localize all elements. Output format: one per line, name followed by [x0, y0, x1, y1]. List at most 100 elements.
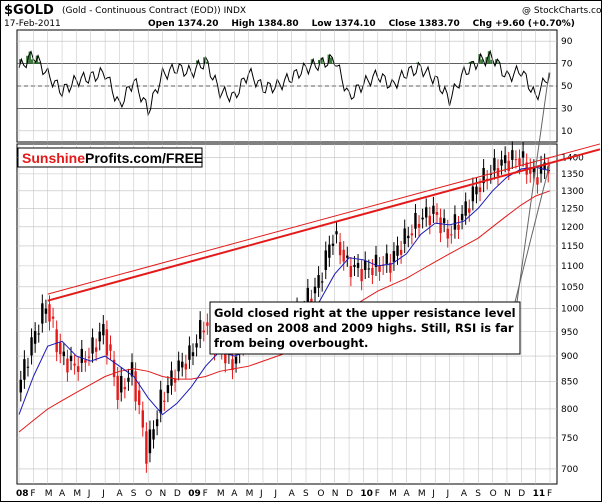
candle-body — [331, 243, 335, 246]
x-tick-label: 10 — [360, 489, 373, 499]
candle-body — [478, 187, 482, 193]
candle-body — [62, 351, 66, 357]
candle-body — [511, 150, 514, 160]
rsi-line — [18, 49, 551, 117]
candle-body — [539, 164, 543, 174]
candle-body — [41, 303, 44, 324]
candle-body — [306, 287, 310, 305]
candle-body — [371, 267, 374, 275]
candle-body — [184, 363, 188, 370]
candle-body — [148, 429, 152, 454]
candle-body — [446, 228, 449, 239]
candle-body — [76, 366, 80, 372]
candle-body — [137, 390, 141, 406]
candle-body — [141, 410, 144, 428]
x-tick-label: J — [273, 489, 277, 499]
candle-body — [342, 249, 345, 262]
price-tick-label: 850 — [561, 378, 578, 388]
candle-body — [152, 429, 155, 440]
candle-body — [112, 359, 116, 378]
candle-body — [403, 228, 406, 244]
candle-body — [457, 224, 460, 230]
candle-body — [324, 250, 327, 270]
rsi-overbought-fill — [33, 62, 36, 64]
candle-body — [489, 173, 493, 175]
candle-body — [414, 212, 417, 229]
price-tick-label: 1150 — [561, 242, 584, 252]
rsi-tick-label: 90 — [561, 37, 573, 47]
rsi-tick-label: 50 — [561, 82, 573, 92]
rsi-overbought-fill — [497, 62, 500, 64]
rsi-overbought-fill — [19, 59, 22, 64]
candle-body — [44, 308, 48, 314]
candle-body — [48, 304, 51, 322]
candle-body — [91, 337, 94, 354]
date-label: 17-Feb-2011 — [4, 19, 61, 29]
candle-body — [84, 359, 87, 363]
candle-body — [181, 361, 184, 368]
price-tick-label: 1350 — [561, 170, 584, 180]
candle-body — [353, 264, 356, 267]
resistance-line — [47, 148, 601, 302]
candle-body — [346, 255, 349, 258]
x-tick-label: F — [203, 489, 208, 499]
candle-body — [26, 366, 30, 368]
price-tick-label: 1000 — [561, 305, 584, 315]
x-tick-label: J — [259, 489, 263, 499]
candle-body — [231, 359, 234, 371]
x-tick-label: F — [30, 489, 35, 499]
candle-body — [367, 268, 371, 270]
x-tick-label: O — [145, 489, 152, 499]
candle-body — [195, 343, 198, 348]
symbol-label: $GOLD — [4, 3, 54, 18]
x-tick-label: M — [418, 489, 426, 499]
candle-body — [173, 378, 177, 383]
candle-body — [514, 159, 518, 161]
candle-body — [421, 217, 424, 220]
candle-body — [464, 201, 467, 216]
rsi-overbought-fill — [468, 61, 472, 64]
candle-body — [33, 331, 37, 344]
x-tick-label: N — [160, 489, 167, 499]
x-tick-label: N — [332, 489, 339, 499]
instrument-name: (Gold - Continuous Contract (EOD)) INDX — [62, 6, 246, 16]
candle-body — [23, 359, 26, 380]
candle-body — [450, 234, 453, 236]
price-tick-label: 1300 — [561, 187, 584, 197]
x-tick-label: M — [73, 489, 81, 499]
candle-body — [493, 158, 496, 171]
x-tick-label: A — [116, 489, 123, 499]
candle-body — [19, 379, 22, 393]
rsi-overbought-fill — [471, 61, 474, 64]
price-tick-label: 900 — [561, 352, 578, 362]
price-tick-label: 1250 — [561, 204, 584, 214]
x-tick-label: M — [45, 489, 53, 499]
price-tick-label: 1200 — [561, 223, 584, 233]
price-tick-label: 800 — [561, 405, 578, 415]
candle-body — [432, 205, 435, 214]
candle-body — [392, 251, 396, 262]
candle-body — [30, 337, 33, 356]
rsi-overbought-fill — [317, 59, 321, 64]
x-tick-label: 08 — [16, 489, 29, 499]
candle-body — [198, 320, 202, 339]
x-tick-label: 11 — [533, 489, 546, 499]
candle-body — [320, 281, 324, 283]
candle-body — [356, 262, 360, 268]
candle-body — [234, 356, 238, 364]
price-tick-label: 1100 — [561, 262, 584, 272]
x-tick-label: F — [547, 489, 552, 499]
x-tick-label: F — [375, 489, 380, 499]
candle-body — [521, 151, 525, 158]
candle-body — [442, 218, 446, 224]
candle-body — [503, 155, 507, 164]
rsi-overbought-fill — [196, 60, 199, 64]
rsi-overbought-fill — [487, 51, 491, 64]
x-tick-labels: 08 F M A M J J A S O N D 09 F M A M J J A S O N D 10 F M A M J J A S O N D 1… — [16, 489, 552, 499]
rsi-overbought-fill — [490, 59, 493, 64]
candle-body — [224, 350, 227, 364]
rsi-tick-label: 30 — [561, 104, 573, 114]
candle-body — [127, 377, 130, 382]
x-tick-label: M — [217, 489, 225, 499]
candle-body — [399, 249, 403, 255]
